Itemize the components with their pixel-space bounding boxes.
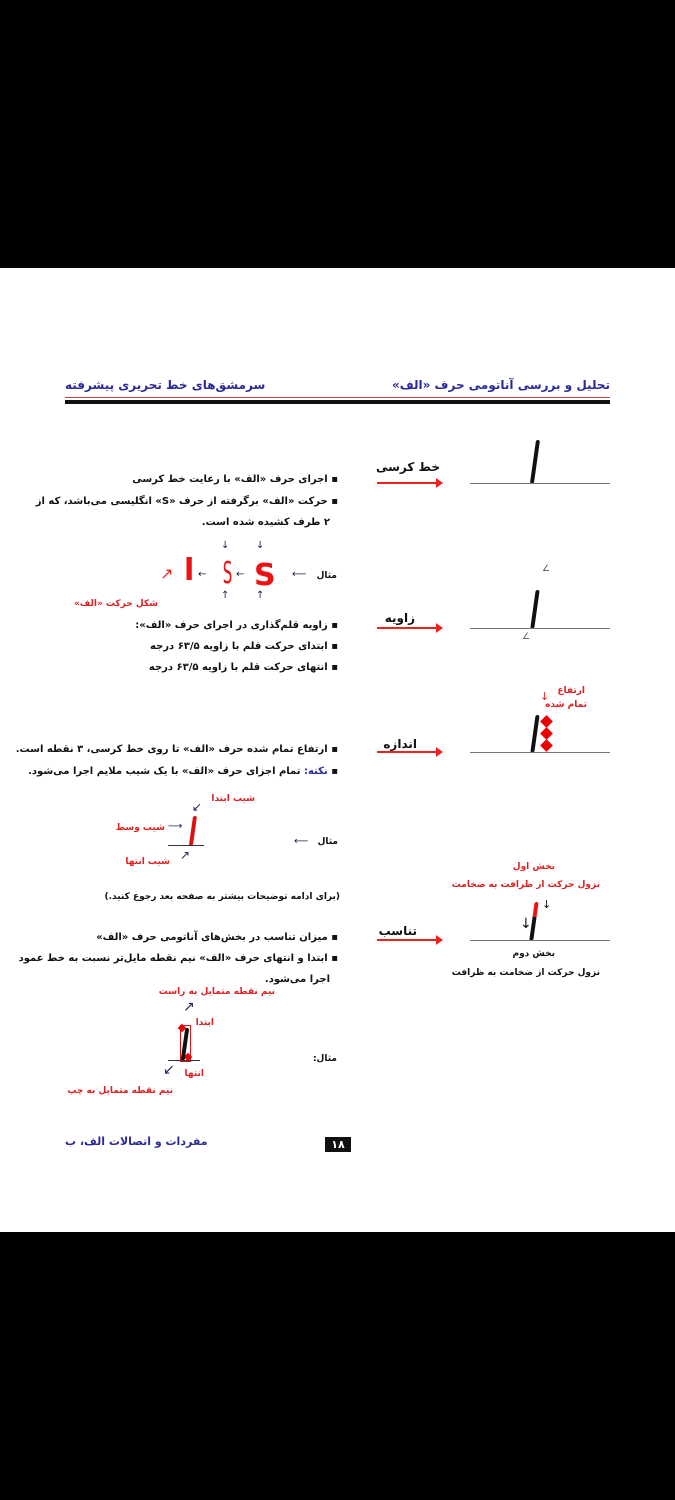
continue-note: (برای ادامه توضیحات بیشتر به صفحه بعد رج… bbox=[104, 892, 340, 902]
start-label: ابتدا bbox=[195, 1018, 214, 1028]
bullet: ابتدا و انتهای حرف «الف» نیم نقطه مایل‌ت… bbox=[19, 953, 338, 964]
arrow-left-icon: ⟵ bbox=[292, 569, 307, 580]
example-label: مثال bbox=[317, 837, 338, 847]
baseline-line bbox=[470, 752, 610, 753]
part2-desc: نزول حرکت از ضخامت به ظرافت bbox=[451, 968, 600, 978]
baseline-line bbox=[168, 1060, 200, 1061]
part1-label: بخش اول bbox=[512, 862, 555, 872]
guide-box bbox=[180, 1025, 191, 1062]
arrow-down-icon: ↓ bbox=[542, 898, 552, 911]
tilt-right-label: نیم نقطه متمایل به راست bbox=[158, 987, 275, 997]
example-label: مثال: bbox=[312, 1054, 337, 1064]
arrow-left-icon: ← bbox=[236, 569, 245, 580]
alef-glyph bbox=[530, 715, 540, 752]
baseline-line bbox=[470, 940, 610, 941]
slope-mid-label: شیب وسط bbox=[115, 823, 165, 833]
arrow-left-icon: ⟵ bbox=[294, 836, 309, 847]
arrow-up-right-icon: ↗ bbox=[183, 999, 195, 1015]
alef-red-glyph bbox=[188, 816, 198, 845]
arrow-icon bbox=[377, 623, 443, 633]
angle-icon: ∠ bbox=[542, 564, 551, 574]
header-rule-thick bbox=[65, 400, 610, 404]
arrow-down-left-icon: ↙ bbox=[192, 800, 203, 814]
part1-desc: نزول حرکت از ظرافت به ضخامت bbox=[451, 880, 600, 890]
bullet: حرکت «الف» برگرفته از حرف «S» انگلیسی می… bbox=[36, 496, 338, 507]
arrow-down-icon: ↓ bbox=[221, 540, 230, 551]
note-text: تمام اجزای حرف «الف» با یک شیب ملایم اجر… bbox=[28, 766, 301, 777]
section-label-angle: زاویه bbox=[384, 611, 415, 625]
dot bbox=[540, 727, 553, 740]
bullet: ارتفاع تمام شده حرف «الف» تا روی خط کرسی… bbox=[16, 744, 338, 755]
baseline-line bbox=[470, 483, 610, 484]
angle-icon: ∠ bbox=[522, 632, 531, 642]
arrow-icon bbox=[377, 935, 443, 945]
end-label: انتها bbox=[184, 1069, 204, 1079]
bullet: اجرای حرف «الف» با رعایت خط کرسی bbox=[132, 474, 338, 485]
s-stretched-glyph: S bbox=[222, 556, 233, 591]
bullet-continuation: ۲ طرف کشیده شده است. bbox=[201, 517, 330, 528]
s-glyph: S bbox=[254, 558, 276, 593]
section-label-proportion: تناسب bbox=[378, 924, 417, 938]
arrow-up-icon: ↑ bbox=[221, 590, 230, 601]
example-label: مثال bbox=[316, 571, 337, 581]
alef-glyph bbox=[530, 590, 540, 628]
arrow-left-icon: ← bbox=[198, 569, 207, 580]
document-page: تحلیل و بررسی آناتومی حرف «الف» سرمشق‌ها… bbox=[0, 268, 675, 1232]
tilt-left-label: نیم نقطه متمایل به چپ bbox=[67, 1086, 173, 1096]
part2-label: بخش دوم bbox=[512, 949, 555, 959]
bullet-note: نکته: تمام اجزای حرف «الف» با یک شیب ملا… bbox=[28, 766, 338, 777]
header-rule-thin bbox=[65, 397, 610, 398]
baseline-line bbox=[168, 845, 204, 846]
note-prefix: نکته: bbox=[304, 766, 328, 777]
arrow-up-right-icon: ↗ bbox=[180, 848, 191, 862]
slope-start-label: شیب ابتدا bbox=[211, 794, 255, 804]
arrow-icon bbox=[377, 478, 443, 488]
height-label: تمام شده bbox=[545, 700, 587, 710]
caption: شکل حرکت «الف» bbox=[73, 599, 158, 609]
footer-chapter: مفردات و اتصالات الف، ب bbox=[65, 1135, 208, 1148]
height-label: ارتفاع bbox=[557, 686, 585, 696]
arrow-up-icon: ↑ bbox=[256, 590, 265, 601]
slope-end-label: شیب انتها bbox=[125, 857, 170, 867]
bullet: ابتدای حرکت قلم با زاویه ۶۳/۵ درجه bbox=[150, 641, 338, 652]
dot bbox=[540, 739, 553, 752]
baseline-line bbox=[470, 628, 610, 629]
arrow-right-icon: ⟶ bbox=[168, 821, 183, 832]
alef-red-glyph: ا bbox=[184, 553, 195, 588]
arrow-icon bbox=[377, 747, 443, 757]
alef-glyph bbox=[529, 440, 541, 483]
bullet: میزان تناسب در بخش‌های آناتومی حرف «الف» bbox=[96, 932, 338, 943]
chapter-title: تحلیل و بررسی آناتومی حرف «الف» bbox=[391, 378, 610, 392]
section-label-size: اندازه bbox=[383, 737, 417, 751]
section-label-baseline: خط کرسی bbox=[375, 460, 440, 474]
arrow-down-icon: ↓ bbox=[520, 916, 532, 932]
arrow-down-left-icon: ↙ bbox=[163, 1062, 175, 1078]
page-number: ۱۸ bbox=[325, 1137, 351, 1152]
book-title: سرمشق‌های خط تحریری پیشرفته bbox=[65, 378, 266, 392]
arrow-down-icon: ↓ bbox=[540, 690, 550, 703]
arrow-down-icon: ↓ bbox=[256, 540, 265, 551]
bullet: زاویه قلم‌گذاری در اجرای حرف «الف»: bbox=[135, 620, 338, 631]
bullet: انتهای حرکت قلم با زاویه ۶۳/۵ درجه bbox=[149, 662, 338, 673]
dot bbox=[540, 715, 553, 728]
arrow-up-right-icon: ↗ bbox=[160, 564, 174, 583]
bullet-continuation: اجرا می‌شود. bbox=[264, 974, 330, 985]
